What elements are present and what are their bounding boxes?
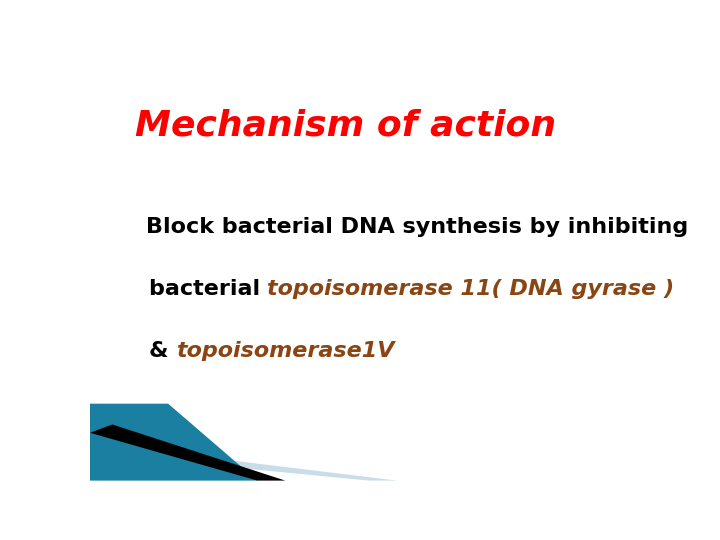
Text: &: & — [148, 341, 176, 361]
Polygon shape — [90, 446, 397, 481]
Polygon shape — [90, 404, 258, 481]
Text: Mechanism of action: Mechanism of action — [135, 109, 556, 143]
Text: Block bacterial DNA synthesis by inhibiting: Block bacterial DNA synthesis by inhibit… — [145, 217, 688, 237]
Polygon shape — [90, 424, 285, 481]
Text: bacterial: bacterial — [148, 279, 267, 299]
Text: topoisomerase1V: topoisomerase1V — [176, 341, 395, 361]
Text: topoisomerase 11( DNA gyrase ): topoisomerase 11( DNA gyrase ) — [267, 279, 675, 299]
